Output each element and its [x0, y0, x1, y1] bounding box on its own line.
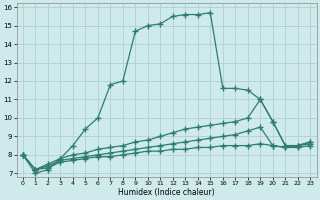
X-axis label: Humidex (Indice chaleur): Humidex (Indice chaleur)	[118, 188, 215, 197]
